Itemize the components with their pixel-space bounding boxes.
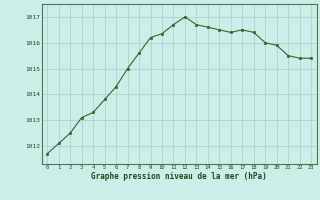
- X-axis label: Graphe pression niveau de la mer (hPa): Graphe pression niveau de la mer (hPa): [91, 172, 267, 181]
